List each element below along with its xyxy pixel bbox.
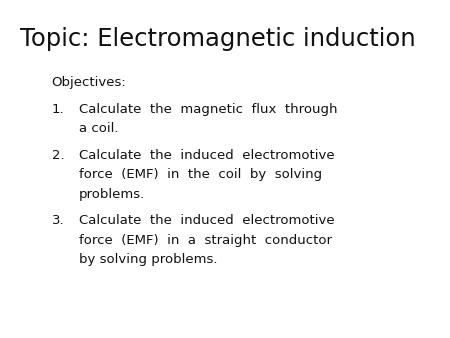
Text: Calculate  the  induced  electromotive: Calculate the induced electromotive — [79, 214, 334, 227]
Text: Objectives:: Objectives: — [52, 76, 126, 89]
Text: force  (EMF)  in  the  coil  by  solving: force (EMF) in the coil by solving — [79, 168, 322, 181]
Text: by solving problems.: by solving problems. — [79, 253, 217, 266]
Text: force  (EMF)  in  a  straight  conductor: force (EMF) in a straight conductor — [79, 234, 332, 246]
Text: problems.: problems. — [79, 188, 145, 200]
Text: 2.: 2. — [52, 149, 64, 162]
Text: Calculate  the  magnetic  flux  through: Calculate the magnetic flux through — [79, 103, 337, 116]
Text: Calculate  the  induced  electromotive: Calculate the induced electromotive — [79, 149, 334, 162]
Text: 3.: 3. — [52, 214, 64, 227]
Text: Topic: Electromagnetic induction: Topic: Electromagnetic induction — [20, 27, 416, 51]
Text: a coil.: a coil. — [79, 122, 118, 135]
Text: 1.: 1. — [52, 103, 64, 116]
